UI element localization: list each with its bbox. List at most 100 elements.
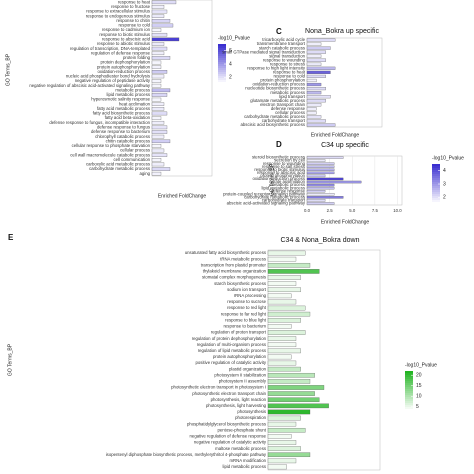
bar [151, 42, 165, 46]
bar [306, 171, 335, 175]
bar [151, 144, 162, 148]
y-tick-label: response to fructose [111, 4, 151, 9]
bar [267, 348, 301, 354]
legend-gradient [405, 379, 413, 382]
bar [306, 168, 335, 172]
legend-gradient [218, 82, 226, 85]
y-tick-label: response to cadmium ion [102, 27, 151, 32]
y-tick-label: steroid biosynthetic process [252, 155, 305, 160]
y-tick-label: isopentenyl diphosphate biosynthetic pro… [106, 452, 267, 457]
y-tick-label: response to biotic stimulus [254, 167, 305, 172]
bar [151, 116, 162, 120]
bar [267, 342, 297, 348]
legend-gradient [218, 50, 226, 53]
legend-gradient [432, 202, 440, 205]
bar [306, 196, 344, 199]
legend-gradient [405, 403, 413, 406]
legend-gradient [432, 176, 440, 179]
y-tick-label: hyperosmotic salinity response [91, 97, 150, 102]
legend-gradient [218, 62, 226, 65]
y-tick-label: photosynthesis, light harvesting [206, 403, 267, 408]
y-tick-label: metabolic process [270, 90, 305, 95]
legend-gradient [218, 44, 226, 47]
chart-title: C34 up specific [321, 142, 369, 149]
y-tick-label: response to salt stress [262, 164, 305, 169]
y-tick-label: protein phosphorylation [260, 173, 305, 178]
y-tick-label: carbohydrate metabolic process [244, 114, 305, 119]
legend-gradient [218, 52, 226, 55]
legend-gradient [432, 164, 440, 167]
bar [306, 87, 326, 91]
legend-gradient [432, 180, 440, 183]
bar [151, 83, 162, 88]
y-tick-label: starch catabolic process [259, 45, 305, 50]
bar [151, 0, 177, 5]
bar [306, 46, 331, 50]
legend-tick-label: 2 [229, 75, 232, 81]
bar [306, 199, 326, 202]
y-tick-label: fatty acid biosynthetic process [93, 111, 150, 116]
y-tick-label: photosynthetic electron transport chain [192, 391, 266, 396]
y-tick-label: response to wounding [263, 161, 306, 166]
y-tick-label: protein-coupled receptor signaling pathw… [223, 191, 306, 196]
legend-tick-label: 10 [416, 394, 422, 400]
bar [151, 51, 165, 56]
bar [151, 37, 180, 42]
bar [306, 115, 322, 119]
y-tick-label: response to blue light [225, 317, 267, 322]
y-tick-label: protein autophosphorylation [97, 64, 151, 69]
chart-title: Nona_Bokra up specific [305, 28, 379, 35]
legend-gradient [218, 70, 226, 73]
legend-gradient [405, 371, 413, 374]
legend-gradient [432, 196, 440, 199]
legend-gradient [432, 186, 440, 189]
y-tick-label: transmembrane transport [257, 41, 306, 46]
legend-title: -log10_Pvalue [432, 155, 464, 161]
legend-gradient [218, 56, 226, 59]
bar [151, 158, 162, 162]
bar [151, 167, 171, 171]
bar [267, 317, 301, 323]
bar [267, 336, 297, 341]
x-axis-label: Enriched FoldChange [311, 132, 360, 138]
y-tick-label: sodium ion transport [227, 287, 267, 292]
legend-gradient [432, 178, 440, 181]
y-tick-label: photosystem II assembly [219, 379, 267, 384]
legend-tick-label: 4 [443, 168, 446, 174]
bar [267, 330, 306, 335]
bar [267, 287, 301, 293]
y-tick-label: cellular response to phosphate starvatio… [72, 143, 151, 148]
y-tick-label: plastid organization [229, 366, 267, 371]
bar [306, 202, 335, 205]
legend-gradient [218, 58, 226, 61]
bar [306, 66, 336, 70]
chart-title: C34 & Nona_Bokra down [281, 237, 360, 244]
y-tick-label: starch biosynthetic process [214, 281, 266, 286]
y-tick-label: lipid metabolic process [107, 92, 150, 97]
y-tick-label: phosphatidylglycerol biosynthetic proces… [187, 421, 266, 426]
legend-gradient [405, 381, 413, 384]
panel-label: E [8, 233, 14, 242]
bar [151, 46, 168, 51]
bar [151, 171, 162, 176]
y-tick-label: response to bacterium [223, 324, 266, 329]
y-tick-label: photosynthetic electron transport in pho… [171, 385, 266, 390]
y-tick-label: transcription from plastid promoter [201, 262, 267, 267]
bar [306, 180, 362, 184]
y-tick-label: cell wall macromolecule catabolic proces… [70, 152, 150, 157]
bar [151, 120, 165, 125]
bar [306, 38, 336, 42]
legend-gradient [432, 166, 440, 169]
y-tick-label: response to extracellular stimulus [86, 9, 150, 14]
x-tick-label: 0.0 [304, 208, 311, 213]
bar [267, 385, 325, 390]
bar [151, 28, 162, 32]
y-tick-label: fatty acid beta-oxidation [105, 115, 151, 120]
bar [267, 446, 301, 451]
bar [151, 14, 165, 18]
legend-gradient [405, 397, 413, 400]
legend-gradient [432, 198, 440, 201]
bar [306, 193, 335, 196]
legend-gradient [405, 385, 413, 388]
panel-label: C [276, 27, 282, 36]
